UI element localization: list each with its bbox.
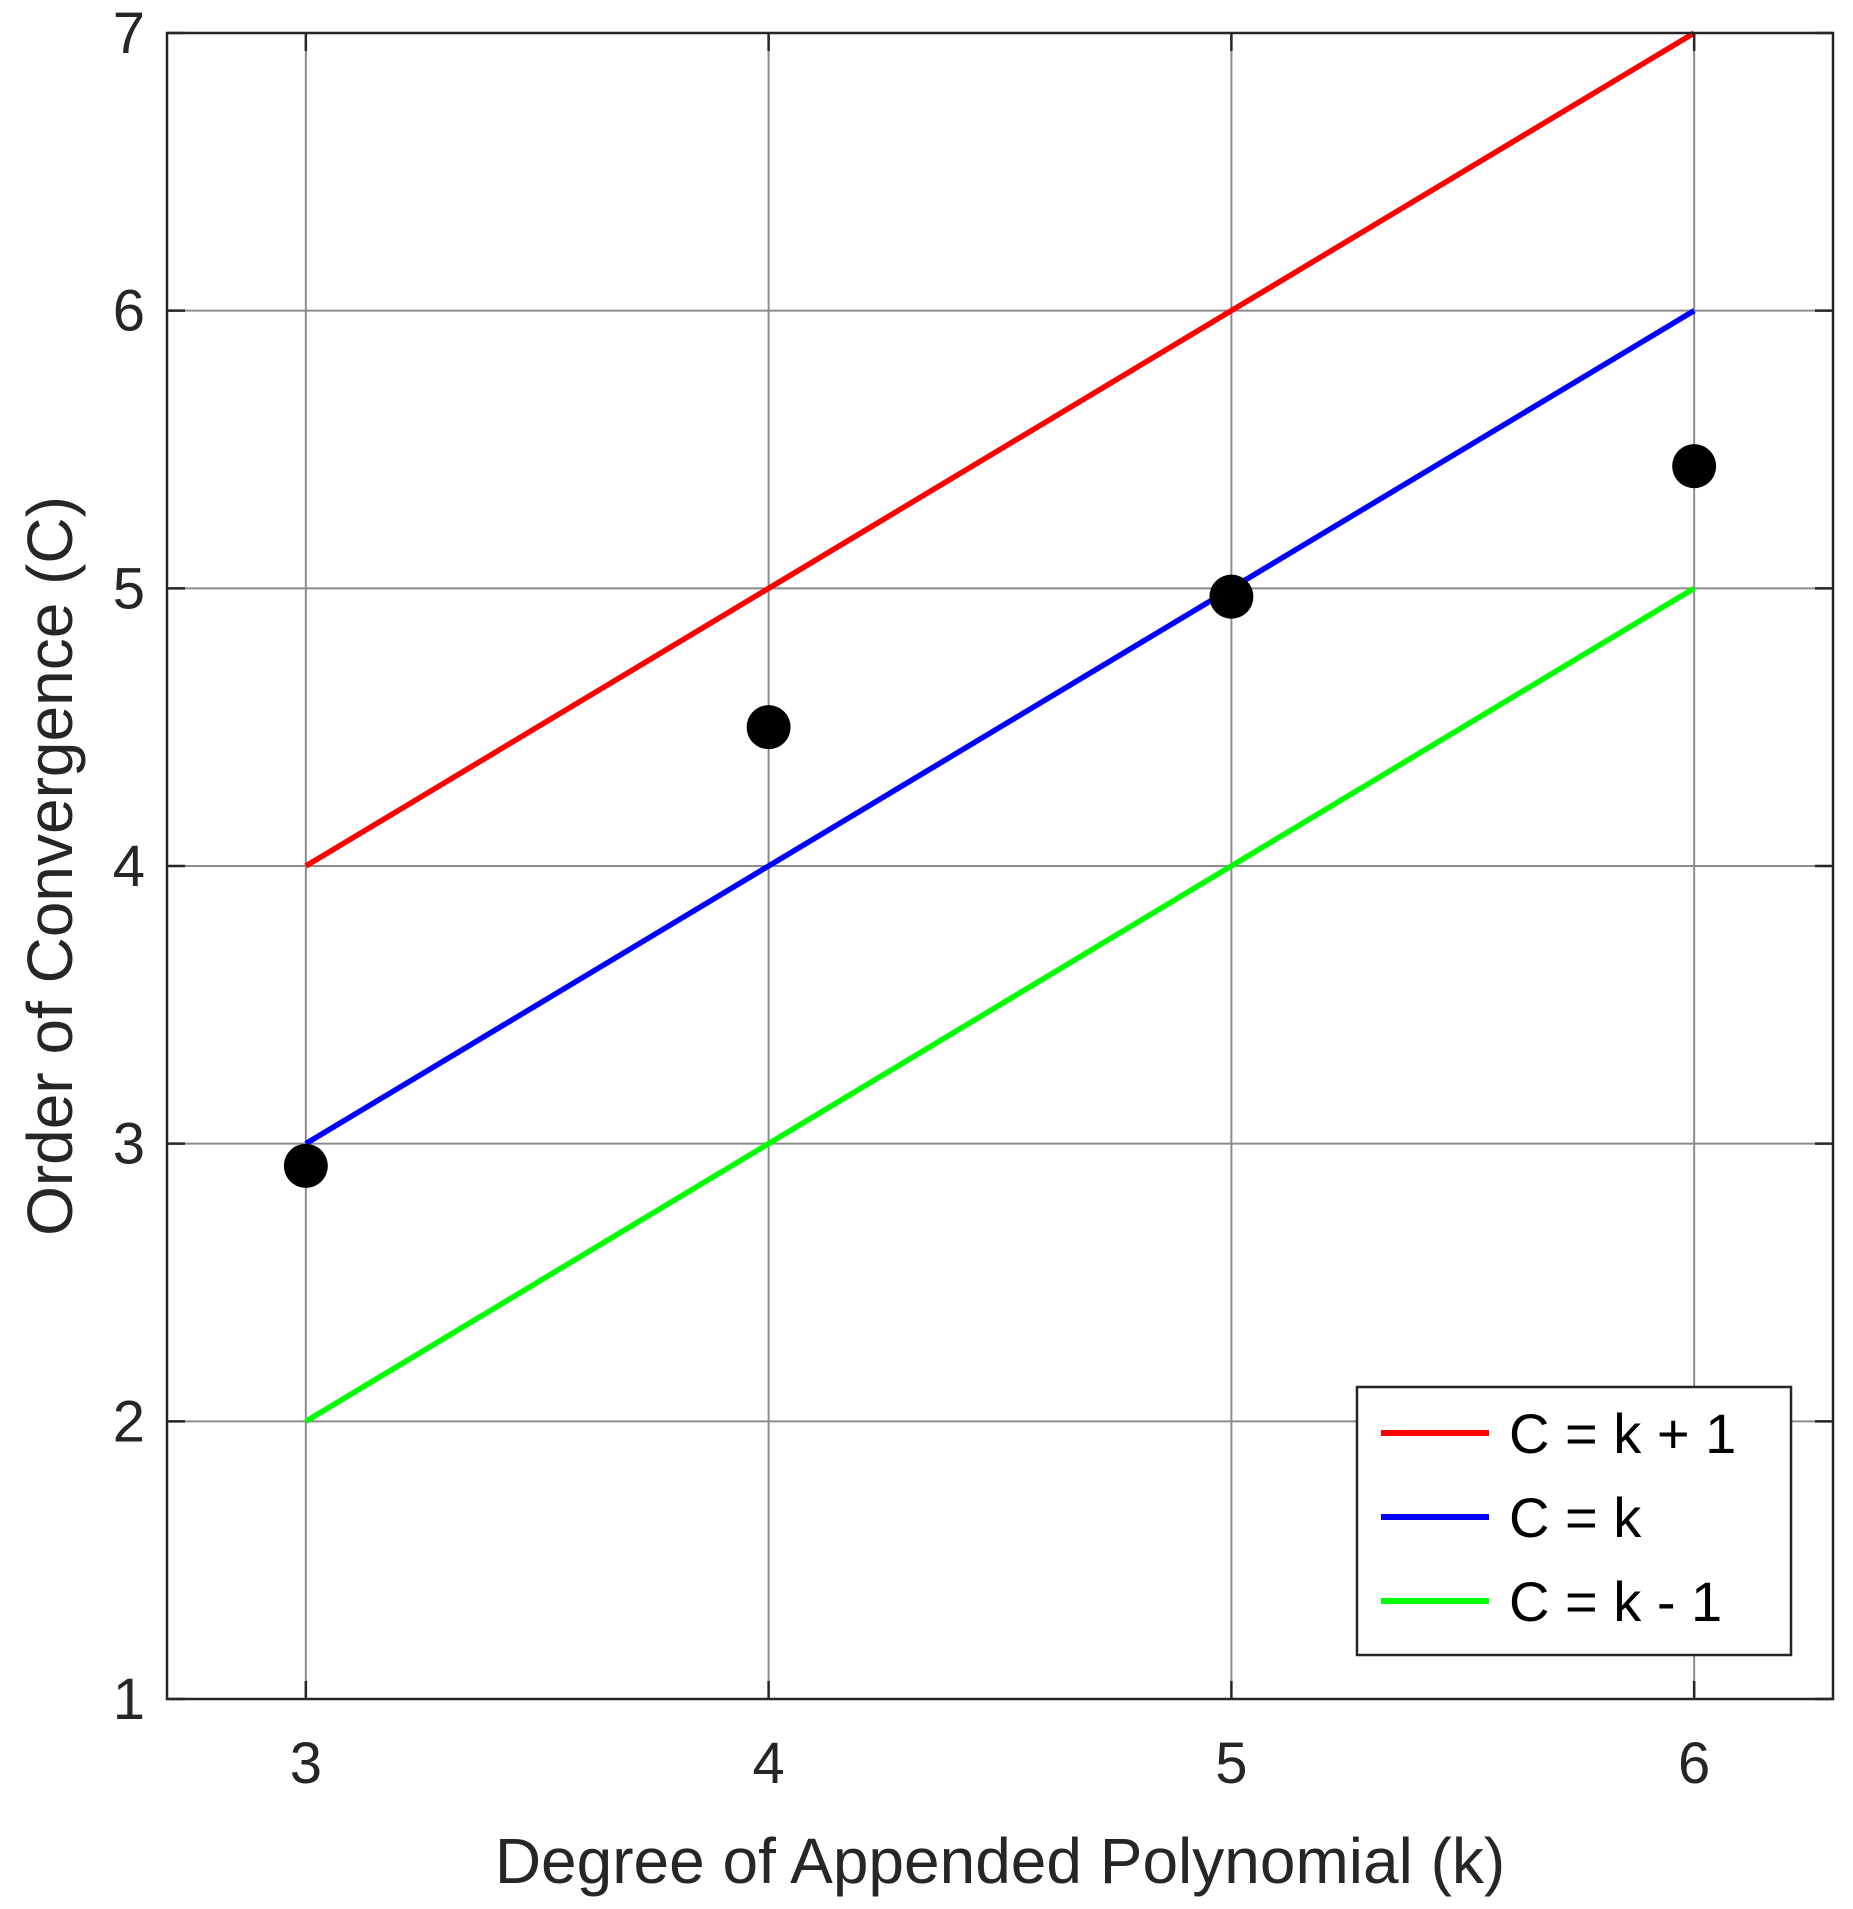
data-point [1672, 444, 1717, 489]
y-tick-label: 2 [113, 1389, 145, 1454]
legend-label: C = k - 1 [1509, 1570, 1722, 1633]
data-point [283, 1143, 328, 1188]
x-tick-label: 5 [1215, 1731, 1247, 1796]
y-tick-label: 4 [113, 834, 145, 899]
series-layer [283, 30, 1717, 1424]
series-line [304, 30, 1696, 869]
data-point [746, 705, 791, 750]
y-tick-label: 7 [113, 1, 145, 66]
data-point [1209, 574, 1254, 619]
series-line [304, 308, 1696, 1147]
legend-box [1355, 1385, 1793, 1657]
legend: C = k + 1 C = k C = k - 1 [1355, 1385, 1793, 1657]
x-tick-label: 6 [1678, 1731, 1710, 1796]
y-tick-label: 6 [113, 279, 145, 344]
ticks: 3 4 5 6 1 2 3 4 5 6 7 [113, 1, 1833, 1796]
y-tick-label: 1 [113, 1667, 145, 1732]
x-axis-label: Degree of Appended Polynomial (k) [495, 1825, 1505, 1897]
x-tick-label: 3 [290, 1731, 322, 1796]
y-tick-label: 5 [113, 556, 145, 621]
series-line [304, 585, 1696, 1424]
legend-label: C = k + 1 [1509, 1402, 1736, 1465]
legend-label: C = k [1509, 1486, 1642, 1549]
y-axis-label: Order of Convergence (C) [14, 496, 86, 1236]
x-tick-label: 4 [752, 1731, 784, 1796]
y-tick-label: 3 [113, 1112, 145, 1177]
